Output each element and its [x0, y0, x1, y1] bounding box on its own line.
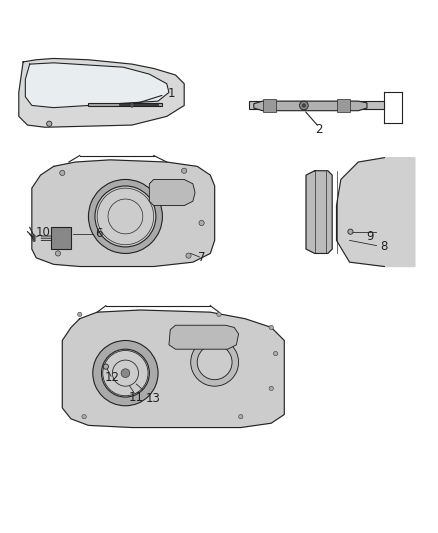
Circle shape — [103, 364, 109, 369]
Text: 1: 1 — [167, 87, 175, 100]
Circle shape — [199, 220, 204, 225]
Polygon shape — [119, 104, 158, 105]
Polygon shape — [25, 63, 169, 108]
Circle shape — [130, 103, 134, 107]
Polygon shape — [32, 160, 215, 266]
Circle shape — [300, 101, 308, 110]
Circle shape — [78, 312, 82, 317]
Polygon shape — [306, 171, 332, 254]
Circle shape — [269, 386, 273, 391]
Circle shape — [33, 239, 35, 241]
Wedge shape — [191, 338, 239, 386]
Polygon shape — [51, 228, 71, 249]
Polygon shape — [262, 99, 276, 111]
Polygon shape — [254, 101, 367, 111]
Circle shape — [33, 237, 35, 239]
Circle shape — [182, 168, 187, 173]
Circle shape — [217, 312, 221, 317]
Circle shape — [273, 351, 278, 356]
Text: 3: 3 — [276, 100, 284, 114]
Text: 8: 8 — [380, 240, 387, 253]
Circle shape — [239, 415, 243, 419]
Polygon shape — [149, 180, 195, 206]
Circle shape — [82, 415, 86, 419]
Circle shape — [269, 325, 273, 329]
Text: 9: 9 — [367, 230, 374, 244]
Circle shape — [60, 171, 65, 175]
Polygon shape — [88, 103, 162, 107]
Circle shape — [186, 253, 191, 258]
Circle shape — [302, 103, 306, 108]
Polygon shape — [250, 101, 385, 109]
Polygon shape — [169, 325, 239, 349]
Polygon shape — [19, 59, 184, 127]
Circle shape — [47, 121, 52, 126]
Circle shape — [33, 235, 35, 237]
Polygon shape — [336, 158, 415, 266]
Polygon shape — [336, 99, 350, 111]
Circle shape — [55, 251, 60, 256]
Text: 6: 6 — [95, 228, 103, 240]
Text: 11: 11 — [129, 391, 144, 403]
Circle shape — [348, 229, 353, 235]
Text: 13: 13 — [145, 392, 160, 405]
Wedge shape — [93, 341, 158, 406]
Text: 12: 12 — [105, 372, 120, 384]
Polygon shape — [62, 310, 284, 427]
Text: 10: 10 — [35, 226, 50, 239]
Text: 2: 2 — [315, 123, 323, 136]
Text: 4: 4 — [61, 240, 68, 253]
Text: 7: 7 — [198, 251, 205, 264]
Wedge shape — [88, 180, 162, 254]
Circle shape — [121, 369, 130, 377]
